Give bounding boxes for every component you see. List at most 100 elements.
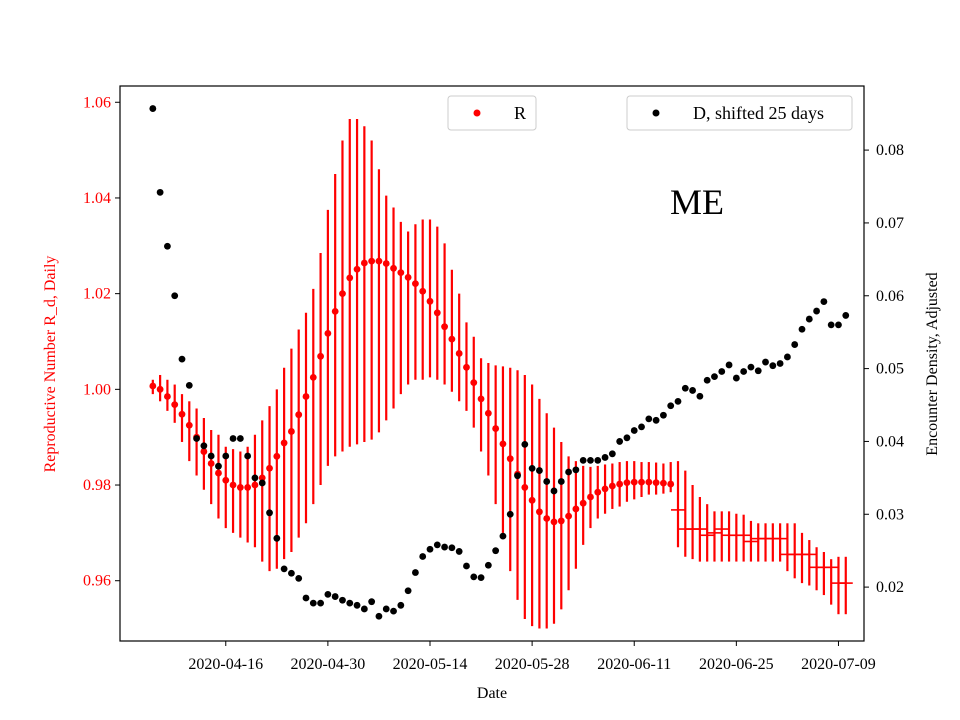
d-point <box>784 353 791 361</box>
y-left-tick-label: 0.98 <box>83 477 111 494</box>
y-left-tick-label: 1.02 <box>83 286 111 303</box>
d-point <box>244 452 252 460</box>
r-point <box>368 257 376 265</box>
r-point <box>280 439 288 447</box>
r-point <box>565 512 572 520</box>
y-left-tick-label: 0.96 <box>83 573 111 590</box>
r-point <box>623 479 631 487</box>
legend-d-marker <box>652 109 660 117</box>
y-right-tick-label: 0.06 <box>876 288 904 305</box>
d-point <box>645 415 653 423</box>
d-point <box>820 298 828 305</box>
r-point <box>499 440 507 448</box>
d-point <box>353 601 361 609</box>
r-point <box>572 505 580 513</box>
r-point <box>463 363 470 371</box>
d-point <box>288 569 295 577</box>
r-point <box>309 373 317 381</box>
r-point <box>630 478 638 486</box>
d-point <box>565 468 572 476</box>
d-point <box>732 374 740 382</box>
d-point <box>164 242 171 250</box>
d-point <box>660 411 667 419</box>
r-point <box>360 259 368 267</box>
d-point <box>397 601 405 609</box>
chart-annotation: ME <box>670 182 724 222</box>
x-tick-label: 2020-04-16 <box>188 656 263 673</box>
d-point <box>317 599 324 607</box>
d-point <box>587 456 594 464</box>
x-tick-label: 2020-06-11 <box>597 656 671 673</box>
r-point <box>375 257 383 265</box>
d-point <box>215 462 222 470</box>
d-point <box>492 547 500 555</box>
plot-frame <box>119 85 865 642</box>
r-point <box>601 485 609 493</box>
d-point <box>185 381 193 389</box>
d-point <box>236 435 244 442</box>
r-point <box>667 480 675 488</box>
r-point <box>317 352 324 360</box>
d-point <box>280 565 288 573</box>
d-point <box>412 569 419 576</box>
r-point <box>215 469 222 477</box>
d-point <box>324 590 332 598</box>
d-point <box>178 355 186 363</box>
r-point <box>477 395 485 403</box>
x-tick-label: 2020-04-30 <box>291 656 366 673</box>
d-point <box>776 360 784 367</box>
r-point <box>484 409 492 417</box>
r-point <box>470 379 478 387</box>
r-point <box>382 260 390 267</box>
d-point <box>470 573 478 581</box>
d-point <box>638 423 645 431</box>
y-axis-left-label: Reproductive Number R_d, Daily <box>42 256 59 473</box>
d-point <box>528 464 536 472</box>
d-point <box>149 105 157 112</box>
r-point <box>339 290 346 298</box>
d-point <box>506 510 514 518</box>
d-point <box>499 532 507 540</box>
r-point <box>550 518 558 526</box>
legend-d: D, shifted 25 days <box>626 95 853 131</box>
y-right-tick-label: 0.04 <box>876 433 904 450</box>
r-point <box>404 273 412 281</box>
x-tick-label: 2020-05-14 <box>393 656 468 673</box>
x-tick-label: 2020-06-25 <box>699 656 774 673</box>
r-point <box>156 385 164 393</box>
d-point <box>200 442 208 450</box>
r-point <box>579 499 587 507</box>
r-point <box>288 428 295 435</box>
r-point <box>302 393 310 400</box>
d-point <box>601 454 609 461</box>
r-point <box>506 455 514 463</box>
d-point <box>521 440 529 448</box>
r-point <box>608 482 616 490</box>
d-point <box>514 472 521 480</box>
r-point <box>222 476 230 484</box>
d-point <box>193 435 200 442</box>
x-axis-label: Date <box>477 685 507 702</box>
r-point <box>660 479 667 487</box>
d-point <box>711 373 718 381</box>
r-point <box>638 478 645 486</box>
d-point <box>477 574 485 582</box>
d-point <box>251 474 259 482</box>
d-point <box>536 467 543 474</box>
r-point <box>164 393 171 400</box>
d-point <box>579 456 587 464</box>
d-point <box>798 325 806 333</box>
d-point <box>368 598 376 606</box>
r-point <box>273 452 281 460</box>
y-left-tick-label: 1.06 <box>83 94 111 111</box>
r-point <box>331 307 339 315</box>
d-point <box>681 384 689 392</box>
plot-area: 2020-04-16 2020-04-30 2020-05-14 2020-05-28… <box>83 85 904 673</box>
d-point <box>813 307 820 315</box>
d-point <box>594 456 602 464</box>
x-tick-label: 2020-05-28 <box>495 656 570 673</box>
d-point <box>484 561 492 569</box>
r-point <box>353 265 361 273</box>
r-point <box>258 474 266 482</box>
r-point <box>455 350 463 357</box>
